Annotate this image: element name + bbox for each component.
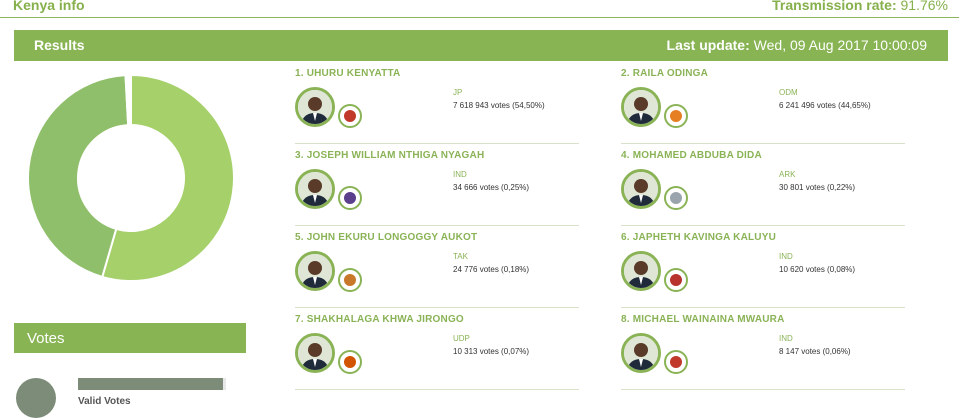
candidate-photo xyxy=(621,87,661,127)
results-bar: Results Last update: Wed, 09 Aug 2017 10… xyxy=(14,30,948,61)
candidate-card: 7. SHAKHALAGA KHWA JIRONGO UDP 10 313 vote… xyxy=(295,307,579,390)
transmission-value: 91.76% xyxy=(900,0,948,13)
candidate-name: 7. SHAKHALAGA KHWA JIRONGO xyxy=(295,314,464,325)
party-name: JP xyxy=(453,88,463,97)
candidate-name: 8. MICHAEL WAINAINA MWAURA xyxy=(621,314,785,325)
candidate-photo xyxy=(621,333,661,373)
candidate-votes: 10 620 votes (0,08%) xyxy=(779,265,856,274)
party-logo-icon xyxy=(664,268,688,292)
candidate-name: 2. RAILA ODINGA xyxy=(621,68,709,79)
donut-slice xyxy=(27,74,130,279)
candidate-votes: 34 666 votes (0,25%) xyxy=(453,183,530,192)
donut-slice xyxy=(101,74,235,282)
party-logo-icon xyxy=(664,186,688,210)
candidate-name: 5. JOHN EKURU LONGOGGY AUKOT xyxy=(295,232,478,243)
party-name: IND xyxy=(779,334,793,343)
results-donut-chart xyxy=(27,74,235,282)
candidate-votes: 8 147 votes (0,06%) xyxy=(779,347,851,356)
candidate-card: 4. MOHAMED ABDUBA DIDA ARK 30 801 votes (0… xyxy=(621,143,905,226)
party-logo-mark xyxy=(670,274,682,286)
party-logo-mark xyxy=(670,356,682,368)
party-logo-icon xyxy=(664,350,688,374)
candidate-photo xyxy=(621,251,661,291)
party-name: TAK xyxy=(453,252,468,261)
party-logo-icon xyxy=(338,268,362,292)
results-title: Results xyxy=(34,37,85,53)
candidate-name: 4. MOHAMED ABDUBA DIDA xyxy=(621,150,762,161)
party-logo-icon xyxy=(338,350,362,374)
party-logo-mark xyxy=(670,110,682,122)
candidate-card: 6. JAPHETH KAVINGA KALUYU IND 10 620 votes… xyxy=(621,225,905,308)
candidate-name: 3. JOSEPH WILLIAM NTHIGA NYAGAH xyxy=(295,150,485,161)
candidate-votes: 7 618 943 votes (54,50%) xyxy=(453,101,545,110)
candidate-votes: 30 801 votes (0,22%) xyxy=(779,183,856,192)
candidate-photo xyxy=(295,333,335,373)
party-logo-icon xyxy=(338,186,362,210)
party-logo-mark xyxy=(344,110,356,122)
party-name: ODM xyxy=(779,88,798,97)
party-name: IND xyxy=(779,252,793,261)
candidate-photo xyxy=(295,169,335,209)
top-header: Kenya info Transmission rate: 91.76% xyxy=(0,0,959,18)
party-logo-mark xyxy=(344,274,356,286)
party-name: ARK xyxy=(779,170,796,179)
candidate-card: 2. RAILA ODINGA ODM 6 241 496 votes (44,65… xyxy=(621,61,905,144)
party-name: UDP xyxy=(453,334,470,343)
candidate-votes: 6 241 496 votes (44,65%) xyxy=(779,101,871,110)
transmission-rate: Transmission rate: 91.76% xyxy=(772,0,948,13)
candidate-photo xyxy=(295,251,335,291)
votes-title: Votes xyxy=(27,330,65,347)
valid-votes-bar xyxy=(78,378,226,390)
candidate-name: 6. JAPHETH KAVINGA KALUYU xyxy=(621,232,777,243)
last-update: Last update: Wed, 09 Aug 2017 10:00:09 xyxy=(667,37,927,53)
candidate-card: 8. MICHAEL WAINAINA MWAURA IND 8 147 votes… xyxy=(621,307,905,390)
candidate-card: 5. JOHN EKURU LONGOGGY AUKOT TAK 24 776 vo… xyxy=(295,225,579,308)
candidate-photo xyxy=(295,87,335,127)
party-name: IND xyxy=(453,170,467,179)
candidate-card: 3. JOSEPH WILLIAM NTHIGA NYAGAH IND 34 666… xyxy=(295,143,579,226)
donut-slice xyxy=(124,74,132,127)
candidate-photo xyxy=(621,169,661,209)
candidate-votes: 24 776 votes (0,18%) xyxy=(453,265,530,274)
candidate-votes: 10 313 votes (0,07%) xyxy=(453,347,530,356)
last-update-value: Wed, 09 Aug 2017 10:00:09 xyxy=(753,37,927,53)
votes-panel-header: Votes xyxy=(14,323,246,353)
party-logo-mark xyxy=(670,192,682,204)
party-logo-mark xyxy=(344,192,356,204)
transmission-label: Transmission rate: xyxy=(772,0,897,13)
candidate-card: 1. UHURU KENYATTA JP 7 618 943 votes (54,5… xyxy=(295,61,579,144)
valid-votes-indicator xyxy=(16,378,56,418)
site-title[interactable]: Kenya info xyxy=(13,0,85,13)
last-update-label: Last update: xyxy=(666,37,750,53)
party-logo-mark xyxy=(344,356,356,368)
party-logo-icon xyxy=(664,104,688,128)
party-logo-icon xyxy=(338,104,362,128)
candidate-name: 1. UHURU KENYATTA xyxy=(295,68,401,79)
